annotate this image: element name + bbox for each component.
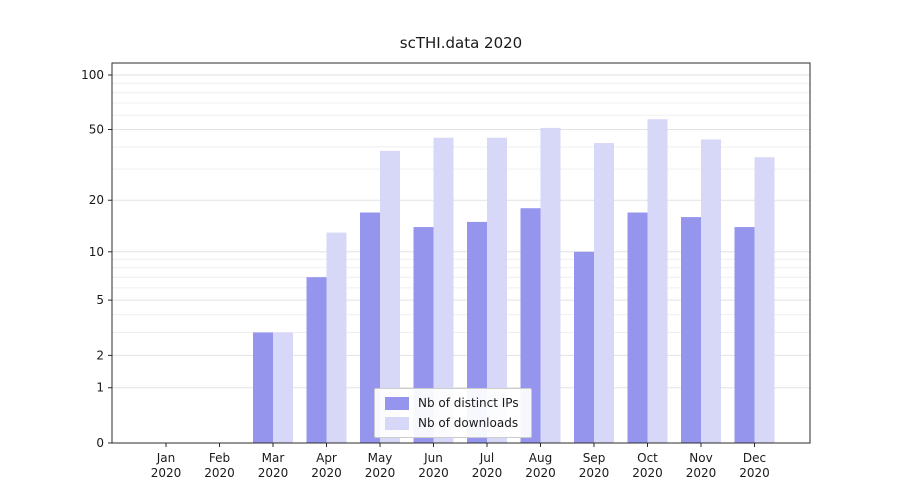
bar-downloads [273,332,293,443]
bar-distinct-ips [306,277,327,443]
x-tick-label-year: 2020 [579,466,610,480]
x-tick-label-month: May [368,451,393,465]
x-tick-label-year: 2020 [418,466,449,480]
x-tick-label-month: Mar [262,451,285,465]
x-tick-label-month: Oct [637,451,658,465]
bar-distinct-ips [574,251,594,443]
bar-downloads [647,119,668,443]
x-tick-label-year: 2020 [525,466,556,480]
plot-border [111,62,811,444]
bar-downloads [326,232,347,443]
x-tick-label-year: 2020 [686,466,717,480]
x-tick-label-month: Jan [156,451,176,465]
y-tick-label: 50 [89,122,104,136]
x-tick-label-year: 2020 [204,466,235,480]
x-tick-label-month: Jul [479,451,494,465]
x-tick-label-year: 2020 [258,466,289,480]
y-tick-label: 1 [96,381,104,395]
bar-distinct-ips [467,221,487,443]
y-tick-label: 5 [96,293,104,307]
y-tick-label: 20 [89,193,104,207]
y-tick-label: 0 [96,436,104,450]
x-tick-label-year: 2020 [365,466,396,480]
x-tick-label-year: 2020 [151,466,182,480]
x-tick-label-month: Nov [689,451,712,465]
bar-distinct-ips [627,212,648,443]
bar-distinct-ips [253,332,273,443]
x-tick-label-month: Jun [423,451,443,465]
bar-downloads [540,127,561,443]
bar-downloads [433,137,454,443]
x-tick-label-year: 2020 [311,466,342,480]
y-tick-label: 100 [81,68,104,82]
legend-swatch-downloads [385,416,409,430]
legend-label-downloads: Nb of downloads [418,416,519,430]
chart-title: scTHI.data 2020 [399,34,523,52]
legend-item-downloads: Nb of downloads [385,416,519,430]
y-tick-label: 2 [96,348,104,362]
legend-swatch-distinct-ips [385,396,409,410]
y-tick-label: 10 [89,245,104,259]
x-tick-label-month: Sep [583,451,606,465]
bar-distinct-ips [360,212,380,443]
x-tick-label-month: Aug [529,451,552,465]
x-tick-label-month: Dec [743,451,766,465]
x-tick-label-year: 2020 [632,466,663,480]
bar-distinct-ips [520,208,541,443]
x-tick-label-month: Apr [316,451,337,465]
x-tick-label-year: 2020 [739,466,770,480]
legend-item-distinct-ips: Nb of distinct IPs [385,396,519,410]
x-tick-label-year: 2020 [472,466,503,480]
bar-downloads [594,143,614,443]
bar-downloads [701,139,721,444]
legend: Nb of distinct IPs Nb of downloads [374,388,532,438]
bar-distinct-ips [681,217,701,443]
x-tick-label-month: Feb [209,451,230,465]
legend-label-distinct-ips: Nb of distinct IPs [418,396,519,410]
bar-downloads [487,137,507,443]
bar-distinct-ips [734,227,755,443]
bar-downloads [380,150,400,443]
bar-downloads [754,157,775,443]
